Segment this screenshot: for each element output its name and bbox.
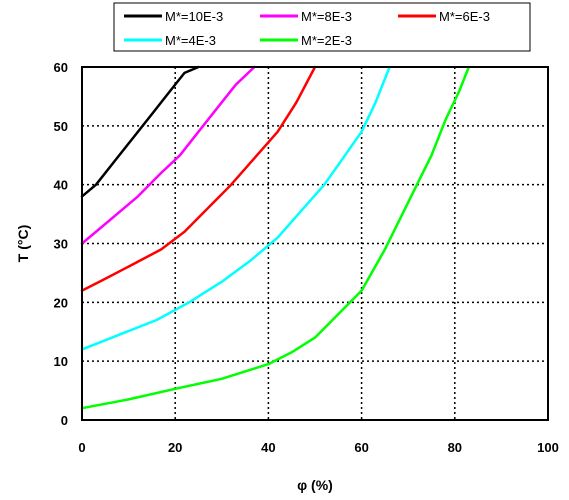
x-tick-label: 0 (78, 440, 85, 455)
x-tick-label: 60 (354, 440, 368, 455)
y-tick-label: 10 (54, 354, 68, 369)
series-line-1 (80, 65, 200, 198)
series-line-3 (80, 65, 317, 292)
legend-label: M*=6E-3 (439, 9, 490, 24)
grid (82, 67, 548, 420)
legend-label: M*=8E-3 (301, 9, 352, 24)
x-tick-label: 80 (448, 440, 462, 455)
legend-box (113, 2, 531, 52)
legend-label: M*=4E-3 (165, 33, 216, 48)
plot-frame (81, 66, 549, 421)
series-line-4 (80, 65, 391, 351)
y-axis-title: T (°C) (15, 225, 31, 262)
x-axis-title: φ (%) (297, 477, 333, 493)
legend-label: M*=2E-3 (301, 33, 352, 48)
series-line-5 (80, 65, 471, 410)
y-tick-label: 40 (54, 178, 68, 193)
y-tick-label: 0 (61, 413, 68, 428)
series-group (80, 65, 471, 410)
legend: M*=10E-3 M*=8E-3 M*=6E-3 M*=4E-3 M*=2E-3 (113, 2, 531, 52)
y-tick-label: 50 (54, 119, 68, 134)
x-tick-label: 20 (168, 440, 182, 455)
x-tick-label: 100 (537, 440, 559, 455)
series-line-2 (80, 65, 256, 245)
y-tick-label: 30 (54, 237, 68, 252)
x-tick-label: 40 (261, 440, 275, 455)
tick-labels: 0 20 40 60 80 100 0 10 20 30 40 50 60 (54, 60, 559, 455)
y-tick-label: 60 (54, 60, 68, 75)
y-tick-label: 20 (54, 295, 68, 310)
legend-label: M*=10E-3 (165, 9, 223, 24)
